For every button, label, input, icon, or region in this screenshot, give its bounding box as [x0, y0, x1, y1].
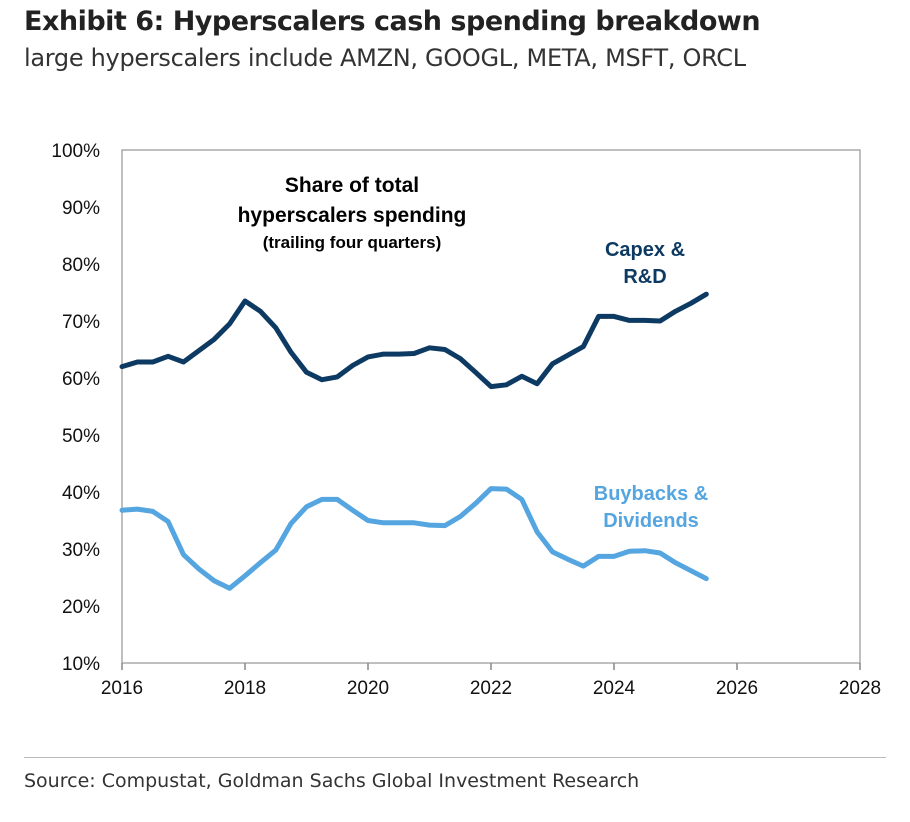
- y-tick-label: 100%: [51, 141, 100, 162]
- series-label: Capex &: [605, 239, 685, 261]
- x-tick-label: 2028: [839, 678, 881, 699]
- y-tick-label: 70%: [62, 312, 100, 333]
- series-label: R&D: [623, 266, 666, 288]
- x-tick-label: 2022: [470, 678, 512, 699]
- x-tick-label: 2018: [224, 678, 266, 699]
- x-tick-label: 2024: [593, 678, 636, 699]
- y-tick-label: 60%: [62, 369, 100, 390]
- y-tick-label: 30%: [62, 540, 100, 561]
- annotation-line: (trailing four quarters): [263, 233, 442, 252]
- annotation-line: hyperscalers spending: [238, 204, 467, 227]
- divider: [24, 757, 886, 758]
- chart-title: Exhibit 6: Hyperscalers cash spending br…: [24, 6, 761, 37]
- series-label: Buybacks &: [594, 483, 709, 505]
- annotation-line: Share of total: [285, 174, 419, 197]
- series-line-1: [119, 486, 709, 591]
- line-chart: 10% 20% 30% 40% 50% 60% 70% 80% 90% 100% 2016 2018 2…: [51, 141, 881, 699]
- y-tick-label: 80%: [62, 255, 100, 276]
- series-label: Dividends: [603, 510, 699, 532]
- source-note: Source: Compustat, Goldman Sachs Global …: [24, 770, 640, 792]
- x-tick-label: 2026: [716, 678, 758, 699]
- x-tick-label: 2020: [347, 678, 389, 699]
- series-line-0: [119, 291, 709, 390]
- y-tick-label: 90%: [62, 198, 100, 219]
- x-tick-label: 2016: [101, 678, 143, 699]
- y-tick-label: 10%: [62, 654, 100, 675]
- y-tick-label: 50%: [62, 426, 100, 447]
- chart-subtitle: large hyperscalers include AMZN, GOOGL, …: [24, 44, 746, 72]
- y-tick-label: 40%: [62, 483, 100, 504]
- y-tick-label: 20%: [62, 597, 100, 618]
